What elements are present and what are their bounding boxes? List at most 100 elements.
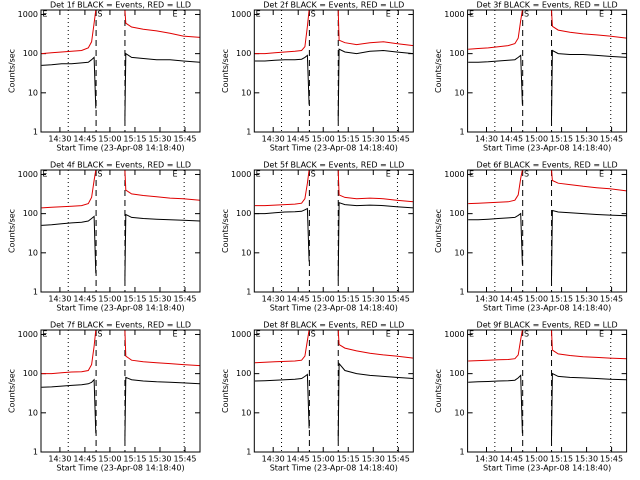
data-line <box>41 213 200 281</box>
plot-frame <box>253 9 414 133</box>
y-axis-label: Counts/sec <box>8 369 17 413</box>
x-tick-label: 15:00 <box>98 455 121 464</box>
y-tick-label: 1000 <box>444 10 464 19</box>
y-tick-label: 100 <box>23 49 38 58</box>
x-tick-label: 14:30 <box>48 135 71 144</box>
annotation: S <box>524 10 529 19</box>
x-axis-label: Start Time (23-Apr-08 14:18:40) <box>56 464 184 473</box>
data-line <box>254 330 414 364</box>
y-tick-label: 1 <box>33 288 38 297</box>
x-tick-label: 15:30 <box>362 455 385 464</box>
annotation: S <box>311 170 316 179</box>
x-tick-label: 15:30 <box>575 455 598 464</box>
x-tick-label: 14:45 <box>500 295 523 304</box>
chart-title: Det 4f BLACK = Events, RED = LLD <box>50 161 191 170</box>
data-line <box>468 209 627 281</box>
plot-frame <box>467 329 628 453</box>
y-tick-label: 1000 <box>231 330 251 339</box>
annotation: S <box>524 330 529 339</box>
panel: Det 9f BLACK = Events, RED = LLD Start Ti… <box>434 321 628 473</box>
y-tick-label: 1 <box>33 448 38 457</box>
x-axis-label: Start Time (23-Apr-08 14:18:40) <box>483 144 611 153</box>
y-tick-label: 100 <box>236 49 251 58</box>
data-line <box>468 10 627 50</box>
y-axis-label: Counts/sec <box>221 209 230 253</box>
x-tick-label: 15:15 <box>550 135 573 144</box>
x-tick-label: 14:30 <box>475 455 498 464</box>
annotation: E <box>256 10 261 19</box>
annotation: E <box>599 330 604 339</box>
data-line <box>468 170 627 205</box>
x-tick-label: 14:30 <box>475 295 498 304</box>
x-tick-label: 15:30 <box>362 135 385 144</box>
x-tick-label: 15:15 <box>550 455 573 464</box>
x-tick-label: 15:00 <box>525 455 548 464</box>
data-line <box>254 202 414 281</box>
x-axis-label: Start Time (23-Apr-08 14:18:40) <box>56 304 184 313</box>
x-tick-label: 14:45 <box>500 455 523 464</box>
y-tick-label: 1 <box>460 288 465 297</box>
x-tick-label: 14:45 <box>73 295 96 304</box>
annotation: S <box>97 330 102 339</box>
annotation: E <box>42 170 47 179</box>
data-line <box>468 49 627 121</box>
panel: Det 2f BLACK = Events, RED = LLD Start Ti… <box>221 1 414 153</box>
x-tick-label: 15:30 <box>148 295 171 304</box>
annotation: E <box>42 10 47 19</box>
y-tick-label: 1000 <box>444 330 464 339</box>
x-tick-label: 14:45 <box>500 135 523 144</box>
annotation: E <box>469 10 474 19</box>
y-tick-label: 100 <box>23 209 38 218</box>
x-tick-label: 14:30 <box>262 295 285 304</box>
plot-frame <box>40 169 201 293</box>
y-tick-label: 1000 <box>231 10 251 19</box>
y-tick-label: 100 <box>23 369 38 378</box>
plot-frame <box>467 169 628 293</box>
y-tick-label: 100 <box>449 209 464 218</box>
x-tick-label: 15:00 <box>312 295 335 304</box>
data-line <box>468 330 627 362</box>
data-line <box>41 170 200 209</box>
data-line <box>254 362 414 441</box>
y-axis-label: Counts/sec <box>221 49 230 93</box>
x-tick-label: 14:30 <box>262 135 285 144</box>
x-tick-label: 15:45 <box>600 135 623 144</box>
x-tick-label: 15:15 <box>337 295 360 304</box>
chart-title: Det 1f BLACK = Events, RED = LLD <box>50 1 191 10</box>
x-axis-label: Start Time (23-Apr-08 14:18:40) <box>270 304 398 313</box>
x-tick-label: 15:00 <box>525 295 548 304</box>
chart-title: Det 3f BLACK = Events, RED = LLD <box>477 1 618 10</box>
x-tick-label: 15:15 <box>337 135 360 144</box>
y-tick-label: 10 <box>454 408 464 417</box>
y-tick-label: 100 <box>449 369 464 378</box>
x-tick-label: 14:45 <box>287 295 310 304</box>
x-tick-label: 15:00 <box>525 135 548 144</box>
x-tick-label: 15:15 <box>337 455 360 464</box>
y-tick-label: 1 <box>246 288 251 297</box>
x-axis-label: Start Time (23-Apr-08 14:18:40) <box>56 144 184 153</box>
y-tick-label: 1000 <box>18 170 38 179</box>
x-tick-label: 14:30 <box>48 455 71 464</box>
y-tick-label: 100 <box>236 369 251 378</box>
panel: Det 3f BLACK = Events, RED = LLD Start Ti… <box>434 1 628 153</box>
x-tick-label: 14:45 <box>73 135 96 144</box>
y-axis-label: Counts/sec <box>434 209 443 253</box>
plot-frame <box>40 9 201 133</box>
annotation: E <box>256 170 261 179</box>
x-tick-label: 14:30 <box>475 135 498 144</box>
chart-title: Det 2f BLACK = Events, RED = LLD <box>263 1 404 10</box>
panel: Det 4f BLACK = Events, RED = LLD Start Ti… <box>8 161 201 313</box>
annotation: E <box>172 170 177 179</box>
annotation: S <box>97 170 102 179</box>
y-tick-label: 1 <box>33 128 38 137</box>
x-tick-label: 15:45 <box>173 135 196 144</box>
x-tick-label: 15:30 <box>362 295 385 304</box>
annotation: E <box>256 330 261 339</box>
x-tick-label: 15:45 <box>387 455 410 464</box>
plot-frame <box>467 9 628 133</box>
x-tick-label: 14:45 <box>287 135 310 144</box>
y-tick-label: 10 <box>28 88 38 97</box>
y-tick-label: 10 <box>28 408 38 417</box>
y-axis-label: Counts/sec <box>221 369 230 413</box>
